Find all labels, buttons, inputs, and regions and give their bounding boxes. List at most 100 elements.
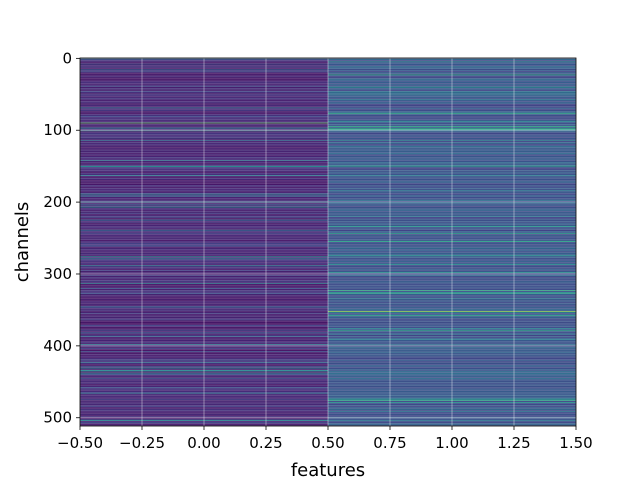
- heatmap-cell: [328, 378, 576, 380]
- heatmap-cell: [80, 406, 328, 408]
- heatmap-cell: [80, 298, 328, 299]
- heatmap-cell: [80, 396, 328, 398]
- heatmap-cell: [80, 156, 328, 158]
- heatmap-cell: [328, 124, 576, 125]
- heatmap-cell: [328, 277, 576, 278]
- y-tick-label: 100: [43, 121, 72, 139]
- heatmap-cell: [80, 64, 328, 66]
- heatmap-cell: [328, 167, 576, 169]
- heatmap-cell: [328, 357, 576, 359]
- heatmap-cell: [328, 89, 576, 91]
- heatmap-cell: [328, 60, 576, 61]
- heatmap-cell: [328, 283, 576, 285]
- heatmap-cell: [80, 119, 328, 120]
- heatmap-cell: [328, 387, 576, 388]
- heatmap-cell: [328, 169, 576, 171]
- heatmap-cell: [328, 132, 576, 134]
- heatmap-cell: [328, 245, 576, 247]
- heatmap-cell: [328, 211, 576, 213]
- heatmap-cell: [80, 293, 328, 295]
- heatmap-cell: [80, 180, 328, 182]
- heatmap-cell: [80, 217, 328, 219]
- heatmap-cell: [80, 59, 328, 61]
- heatmap-cell: [328, 285, 576, 287]
- heatmap-cell: [80, 70, 328, 71]
- heatmap-cell: [328, 226, 576, 227]
- heatmap-cell: [80, 111, 328, 112]
- heatmap-cell: [80, 254, 328, 256]
- heatmap-cell: [328, 384, 576, 386]
- heatmap-cell: [80, 136, 328, 138]
- heatmap-cell: [80, 362, 328, 364]
- heatmap-cell: [328, 197, 576, 199]
- heatmap-cell: [328, 194, 576, 196]
- heatmap-cell: [80, 162, 328, 163]
- heatmap-cell: [328, 128, 576, 130]
- heatmap-cell: [328, 257, 576, 258]
- y-axis-label: channels: [12, 202, 33, 283]
- heatmap-cell: [80, 147, 328, 148]
- heatmap-cell: [328, 422, 576, 424]
- heatmap-cell: [80, 127, 328, 129]
- heatmap-cell: [80, 150, 328, 151]
- heatmap-cell: [328, 330, 576, 332]
- heatmap-cell: [80, 178, 328, 180]
- heatmap-cell: [328, 163, 576, 165]
- heatmap-cell: [328, 242, 576, 244]
- heatmap-cell: [328, 351, 576, 353]
- heatmap-cell: [80, 404, 328, 406]
- heatmap-cell: [328, 173, 576, 174]
- heatmap-cell: [80, 247, 328, 248]
- x-tick-label: 0.00: [187, 434, 220, 452]
- y-tick-label: 500: [43, 409, 72, 427]
- heatmap-cell: [328, 367, 576, 368]
- heatmap-cell: [80, 203, 328, 204]
- heatmap-cell: [328, 65, 576, 67]
- heatmap-cell: [328, 227, 576, 229]
- heatmap-cell: [328, 408, 576, 409]
- heatmap-cell: [328, 112, 576, 114]
- heatmap-cell: [80, 104, 328, 106]
- heatmap-cell: [80, 287, 328, 289]
- heatmap-cell: [328, 236, 576, 238]
- heatmap-cell: [328, 255, 576, 257]
- heatmap-cell: [80, 171, 328, 173]
- heatmap-cell: [328, 235, 576, 237]
- heatmap-cell: [328, 116, 576, 117]
- heatmap-cell: [80, 262, 328, 263]
- heatmap-cell: [328, 300, 576, 301]
- heatmap-cell: [80, 288, 328, 290]
- heatmap-cell: [80, 85, 328, 87]
- heatmap-cell: [328, 347, 576, 349]
- heatmap-cell: [80, 408, 328, 409]
- heatmap-cell: [80, 86, 328, 88]
- heatmap-cell: [328, 343, 576, 345]
- heatmap-cell: [80, 348, 328, 350]
- heatmap-cell: [328, 99, 576, 101]
- heatmap-cell: [328, 280, 576, 282]
- heatmap-cell: [80, 371, 328, 373]
- heatmap-cell: [328, 213, 576, 215]
- heatmap-cell: [328, 304, 576, 306]
- heatmap-cell: [328, 382, 576, 384]
- heatmap-cell: [328, 101, 576, 102]
- heatmap-cell: [80, 318, 328, 320]
- heatmap-cell: [80, 290, 328, 292]
- heatmap-cell: [80, 198, 328, 199]
- heatmap-cell: [328, 298, 576, 299]
- heatmap-cell: [328, 62, 576, 64]
- heatmap-cell: [328, 291, 576, 293]
- heatmap-cell: [80, 215, 328, 217]
- heatmap-cell: [80, 334, 328, 336]
- heatmap-cell: [328, 334, 576, 336]
- heatmap-cell: [80, 65, 328, 66]
- heatmap-cell: [80, 324, 328, 326]
- heatmap-cell: [328, 236, 576, 238]
- heatmap-cell: [328, 60, 576, 62]
- heatmap-cell: [328, 415, 576, 416]
- heatmap-cell: [328, 117, 576, 119]
- heatmap-cell: [80, 323, 328, 324]
- heatmap-cell: [328, 82, 576, 84]
- heatmap-cell: [80, 188, 328, 190]
- heatmap-cell: [80, 272, 328, 273]
